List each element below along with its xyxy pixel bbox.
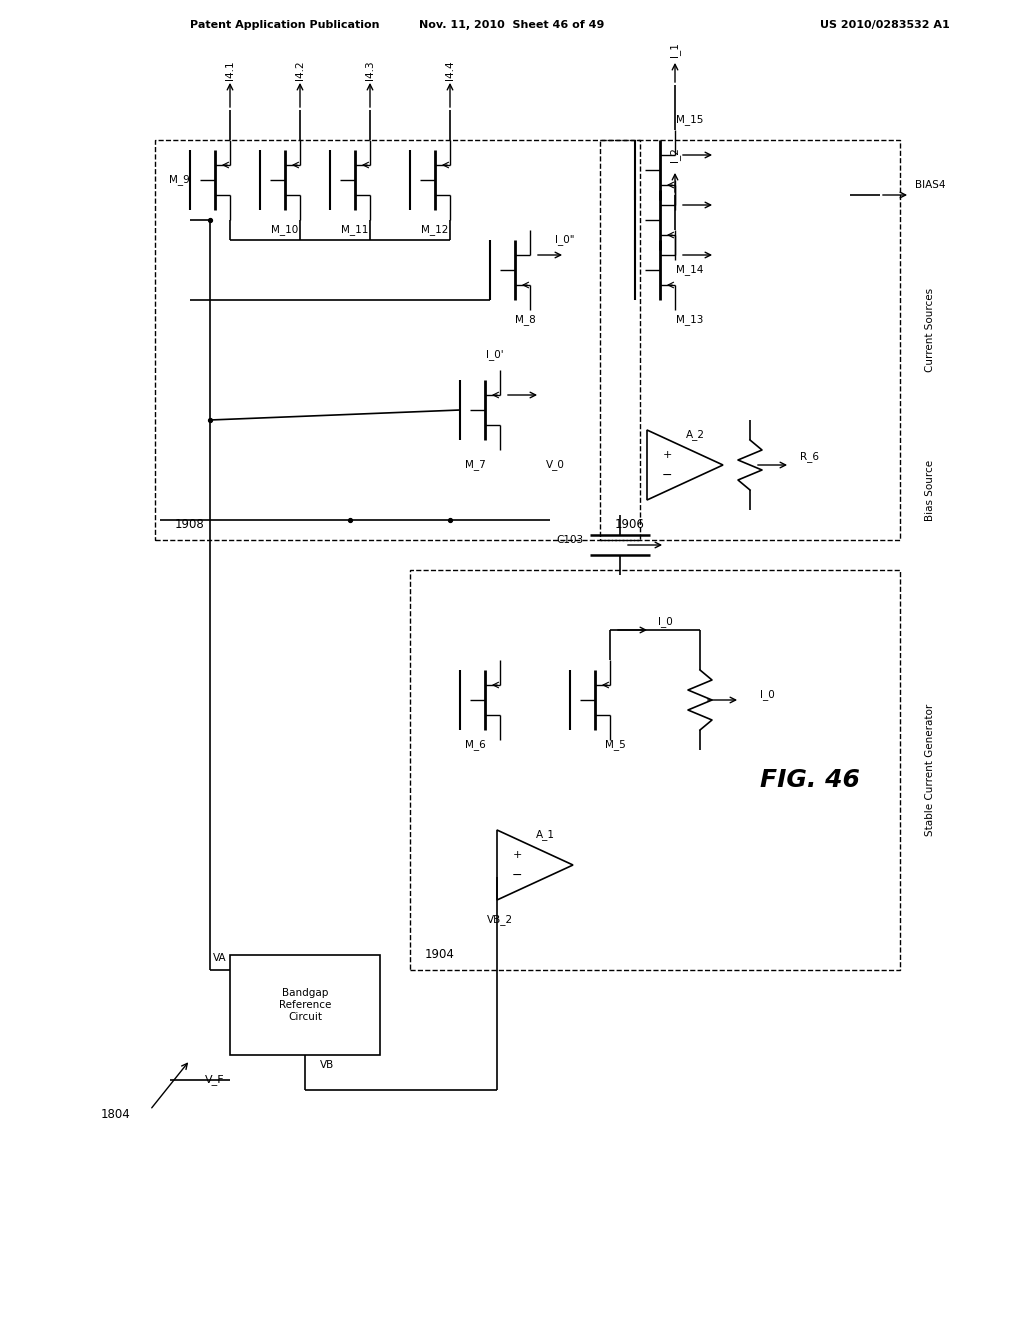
Text: I4.2: I4.2 [295,61,305,79]
Text: M_11: M_11 [341,224,369,235]
Text: −: − [512,869,522,882]
Text: 1908: 1908 [175,519,205,532]
Text: 1904: 1904 [425,949,455,961]
Text: R_6: R_6 [800,451,819,462]
Bar [410,570,900,970]
Text: A_1: A_1 [536,829,555,841]
Text: M_7: M_7 [465,459,485,470]
Text: +: + [663,450,672,459]
Text: M_14: M_14 [676,264,703,276]
Text: I_1: I_1 [670,42,681,58]
Text: M_5: M_5 [604,739,626,751]
Text: +: + [512,850,521,861]
Text: I_0": I_0" [555,235,574,246]
Text: I_2: I_2 [670,148,681,162]
Text: M_13: M_13 [676,314,703,326]
Bar [230,954,380,1055]
Text: Current Sources: Current Sources [925,288,935,372]
Text: Nov. 11, 2010  Sheet 46 of 49: Nov. 11, 2010 Sheet 46 of 49 [419,20,605,30]
Text: M_9: M_9 [169,174,190,185]
Text: I_0: I_0 [760,689,775,701]
Bar [155,140,640,540]
Text: 1804: 1804 [100,1109,130,1122]
Text: I_0: I_0 [657,616,673,627]
Text: C103: C103 [556,535,584,545]
Text: FIG. 46: FIG. 46 [760,768,860,792]
Text: I4.3: I4.3 [365,61,375,79]
Text: V_0: V_0 [546,459,564,470]
Text: Stable Current Generator: Stable Current Generator [925,704,935,836]
Text: 1906: 1906 [615,519,645,532]
Text: M_10: M_10 [271,224,299,235]
Text: M_8: M_8 [515,314,536,326]
Text: I4.4: I4.4 [445,61,455,79]
Text: M_15: M_15 [676,115,703,125]
Text: Bandgap
Reference
Circuit: Bandgap Reference Circuit [279,989,331,1022]
Text: A_2: A_2 [685,429,705,441]
Text: I_0': I_0' [486,350,504,360]
Text: M_6: M_6 [465,739,485,751]
Text: M_12: M_12 [421,224,449,235]
Text: VA: VA [213,953,226,964]
Text: −: − [662,469,672,482]
Text: US 2010/0283532 A1: US 2010/0283532 A1 [820,20,950,30]
Bar [600,140,900,540]
Text: VB: VB [319,1060,334,1071]
Text: VB_2: VB_2 [487,915,513,925]
Text: Patent Application Publication: Patent Application Publication [190,20,380,30]
Text: Bias Source: Bias Source [925,459,935,520]
Text: I4.1: I4.1 [225,61,234,79]
Text: V_F: V_F [205,1074,225,1085]
Text: BIAS4: BIAS4 [915,180,945,190]
